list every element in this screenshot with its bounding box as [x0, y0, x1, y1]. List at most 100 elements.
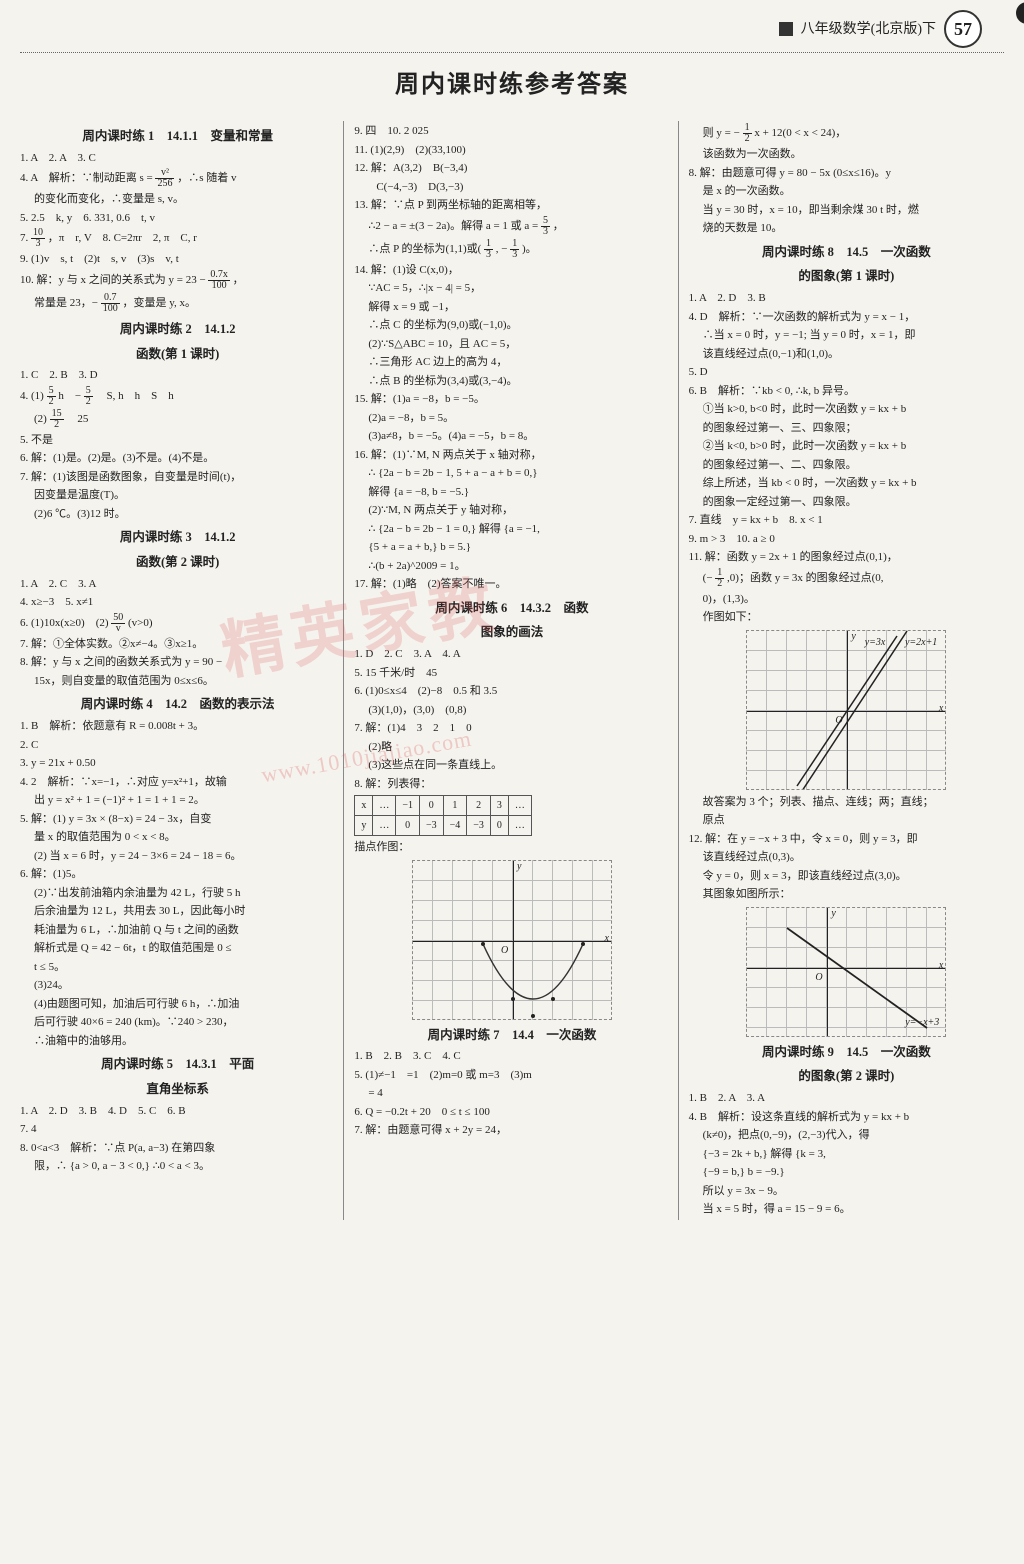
text-line: 综上所述，当 kb < 0 时，一次函数 y = kx + b [689, 475, 1004, 492]
cell: y [355, 816, 373, 836]
text-line: 6. (1)10x(x≥0) (2) 50v (v>0) [20, 613, 335, 634]
text: −9 = b, [708, 1166, 740, 1178]
text-line: 6. (1)0≤x≤4 (2)−8 0.5 和 3.5 [354, 683, 669, 700]
cell: −3 [419, 816, 443, 836]
sec3-title-2: 函数(第 2 课时) [20, 553, 335, 572]
text-line: t ≤ 5。 [20, 959, 335, 976]
text-line: 7. 解：(1)该图是函数图象，自变量是时间(t)， [20, 469, 335, 486]
text: (− [703, 572, 713, 584]
text-line: ∴当 x = 0 时，y = −1; 当 y = 0 时，x = 1，即 [689, 327, 1004, 344]
text-line: 耗油量为 6 L，∴加油前 Q 与 t 之间的函数 [20, 922, 335, 939]
subject-label: 八年级数学(北京版)下 [801, 19, 936, 40]
text-line: 1. B 解析：依题意有 R = 0.008t + 3。 [20, 718, 335, 735]
text: a > 0, [75, 1160, 100, 1172]
text-line: 10. 解：y 与 x 之间的关系式为 y = 23 − 0.7x100 ， [20, 270, 335, 291]
sec2-title-2: 函数(第 1 课时) [20, 345, 335, 364]
text: 解得 [770, 1148, 792, 1160]
text: 25 [66, 413, 88, 425]
text-line: 11. (1)(2,9) (2)(33,100) [354, 142, 669, 159]
cell: 1 [443, 796, 467, 816]
parabola-graph: y x O [412, 860, 612, 1020]
text: ， [233, 274, 244, 286]
text-line: ∴三角形 AC 边上的高为 4， [354, 354, 669, 371]
text: 解得 [368, 486, 390, 498]
fraction: 103 [31, 228, 45, 249]
text-line: 14. 解：(1)设 C(x,0)， [354, 262, 669, 279]
text-line: 7. 解：由题意可得 x + 2y = 24， [354, 1122, 669, 1139]
text-line: (2)a = −8，b = 5。 [354, 410, 669, 427]
sec8-title-2: 的图象(第 1 课时) [689, 267, 1004, 286]
text: 5 + a = a + b, [374, 541, 433, 553]
text: 4. A 解析：∵制动距离 s = [20, 172, 155, 184]
text-line: 量 x 的取值范围为 0 < x < 8。 [20, 829, 335, 846]
page-number-badge: 57 [944, 10, 982, 48]
text-line: 1. D 2. C 3. A 4. A [354, 646, 669, 663]
sec3-title-1: 周内课时练 3 14.1.2 [20, 528, 335, 547]
text: , − [496, 243, 508, 255]
fraction: 12 [715, 568, 724, 589]
text-line: (2)∵M, N 两点关于 y 轴对称， [354, 502, 669, 519]
text: 解得 [479, 523, 501, 535]
fraction: 0.7100 [101, 293, 120, 314]
text-line: (2) 152 25 [20, 409, 335, 430]
text-line: 1. C 2. B 3. D [20, 367, 335, 384]
text: ，∴s 随着 v [177, 172, 236, 184]
cell: 2 [467, 796, 491, 816]
text-line: 17. 解：(1)略 (2)答案不唯一。 [354, 576, 669, 593]
sec5-title-2: 直角坐标系 [20, 1080, 335, 1099]
text-line: 15. 解：(1)a = −8，b = −5。 [354, 391, 669, 408]
text: h − [58, 390, 81, 402]
text-line: (k≠0)，把点(0,−9)，(2,−3)代入，得 [689, 1127, 1004, 1144]
cell: 3 [490, 796, 508, 816]
text-line: 1. B 2. A 3. A [689, 1090, 1004, 1107]
sec4-title: 周内课时练 4 14.2 函数的表示法 [20, 695, 335, 714]
text-line: 4. 2 解析：∵x=−1，∴对应 y=x²+1，故输 [20, 774, 335, 791]
cell: 0 [419, 796, 443, 816]
text: k = 3, [800, 1148, 825, 1160]
main-title: 周内课时练参考答案 [20, 67, 1004, 103]
cell: 0 [490, 816, 508, 836]
text-line: {5 + a = a + b,} b = 5.} [354, 539, 669, 556]
fraction: 13 [510, 239, 519, 260]
text: ,0)；函数 y = 3x 的图象经过点(0, [727, 572, 884, 584]
text-line: 4. x≥−3 5. x≠1 [20, 594, 335, 611]
text-line: ①当 k>0, b<0 时，此时一次函数 y = kx + b [689, 401, 1004, 418]
text-line: 13. 解：∵点 P 到两坐标轴的距离相等， [354, 197, 669, 214]
text-line: 5. (1)≠−1 =1 (2)m=0 或 m=3 (3)m [354, 1067, 669, 1084]
text-line: 4. A 解析：∵制动距离 s = v²256 ，∴s 随着 v [20, 168, 335, 189]
text-line: (3)a≠8，b = −5。(4)a = −5，b = 8。 [354, 428, 669, 445]
text-line: 5. 2.5 k, y 6. 331, 0.6 t, v [20, 210, 335, 227]
text-line: 0)，(1,3)。 [689, 591, 1004, 608]
text-line: ∴点 P 的坐标为(1,1)或( 13 , − 13 )。 [354, 239, 669, 260]
line-graph-2: y x O y=−x+3 [746, 907, 946, 1037]
text-line: 解得 {a = −8, b = −5.} [354, 484, 669, 501]
text-line: 1. B 2. B 3. C 4. C [354, 1048, 669, 1065]
text-line: ∴(b + 2a)^2009 = 1。 [354, 558, 669, 575]
text: )。 [522, 243, 537, 255]
fraction: 12 [743, 123, 752, 144]
text: (2) [34, 413, 50, 425]
text-line: ∴ {2a − b = 2b − 1 = 0,} 解得 {a = −1, [354, 521, 669, 538]
text-line: 的变化而变化，∴变量是 s, v。 [20, 191, 335, 208]
table-row: x … −1 0 1 2 3 … [355, 796, 532, 816]
text-line: 1. A 2. A 3. C [20, 150, 335, 167]
text-line: (2) 当 x = 6 时，y = 24 − 3×6 = 24 − 18 = 6… [20, 848, 335, 865]
text: a = −1, [509, 523, 540, 535]
text: 6. (1)10x(x≥0) (2) [20, 617, 109, 629]
text-line: (2)6 ℃。(3)12 时。 [20, 506, 335, 523]
text: b = −9. [748, 1166, 780, 1178]
text: b = 5. [440, 541, 465, 553]
sec1-title: 周内课时练 1 14.1.1 变量和常量 [20, 127, 335, 146]
value-table: x … −1 0 1 2 3 … y … 0 −3 −4 −3 0 … [354, 795, 532, 836]
text-line: ∴点 C 的坐标为(9,0)或(−1,0)。 [354, 317, 669, 334]
cell: … [373, 796, 396, 816]
text-line: 7. 直线 y = kx + b 8. x < 1 [689, 512, 1004, 529]
text-line: C(−4,−3) D(3,−3) [354, 179, 669, 196]
fraction: 0.7x100 [208, 270, 230, 291]
text-line: 描点作图： [354, 839, 669, 856]
text: a = −8, [398, 486, 429, 498]
text-line: 令 y = 0，则 x = 3，即该直线经过点(3,0)。 [689, 868, 1004, 885]
text-line: 7. 解：①全体实数。②x≠−4。③x≥1。 [20, 636, 335, 653]
sec8-title-1: 周内课时练 8 14.5 一次函数 [689, 243, 1004, 262]
text-line: 作图如下： [689, 609, 1004, 626]
